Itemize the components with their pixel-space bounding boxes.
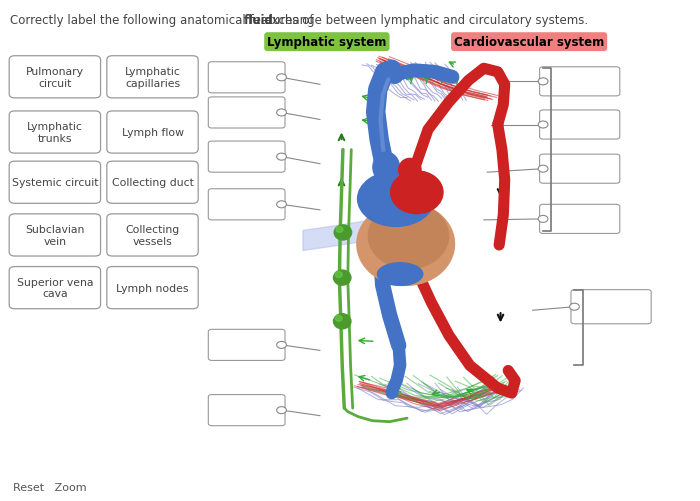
FancyBboxPatch shape [107,112,198,154]
FancyBboxPatch shape [540,155,620,184]
Text: Subclavian
vein: Subclavian vein [25,224,85,246]
Circle shape [276,342,286,349]
FancyBboxPatch shape [107,267,198,309]
FancyBboxPatch shape [9,214,101,257]
Text: Lymphatic
trunks: Lymphatic trunks [27,122,83,144]
FancyBboxPatch shape [209,142,285,173]
Ellipse shape [373,153,400,183]
Text: Superior vena
cava: Superior vena cava [17,277,93,299]
FancyBboxPatch shape [540,205,620,234]
Text: Lymphatic
capillaries: Lymphatic capillaries [125,67,181,89]
Circle shape [538,122,548,129]
Text: Pulmonary
circuit: Pulmonary circuit [26,67,84,89]
FancyBboxPatch shape [209,189,285,220]
FancyBboxPatch shape [9,267,101,309]
FancyBboxPatch shape [209,63,285,94]
Ellipse shape [377,264,423,286]
Ellipse shape [358,172,434,227]
Circle shape [538,166,548,173]
FancyBboxPatch shape [209,98,285,129]
Circle shape [276,110,286,117]
Text: Collecting duct: Collecting duct [111,178,193,188]
Text: Cardiovascular system: Cardiovascular system [454,36,604,49]
Ellipse shape [335,272,342,278]
Text: Correctly label the following anatomical features of: Correctly label the following anatomical… [10,14,317,27]
Text: Reset   Zoom: Reset Zoom [13,482,87,492]
Ellipse shape [333,271,351,286]
Ellipse shape [335,316,342,322]
FancyBboxPatch shape [9,162,101,204]
Text: Lymphatic system: Lymphatic system [267,36,386,49]
Circle shape [570,304,580,311]
FancyBboxPatch shape [540,111,620,140]
Ellipse shape [336,227,343,233]
Text: Lymph nodes: Lymph nodes [116,283,189,293]
FancyBboxPatch shape [107,162,198,204]
Circle shape [538,79,548,86]
FancyBboxPatch shape [107,57,198,99]
Circle shape [276,154,286,161]
Text: fluid: fluid [244,14,274,27]
Text: exchange between lymphatic and circulatory systems.: exchange between lymphatic and circulato… [261,14,588,27]
FancyBboxPatch shape [9,112,101,154]
Circle shape [276,201,286,208]
Text: Collecting
vessels: Collecting vessels [125,224,180,246]
Circle shape [538,216,548,223]
Circle shape [276,407,286,414]
Text: Lymph flow: Lymph flow [122,128,183,138]
Ellipse shape [333,314,351,329]
FancyBboxPatch shape [209,330,285,361]
Ellipse shape [368,204,449,269]
FancyBboxPatch shape [9,57,101,99]
Text: Systemic circuit: Systemic circuit [12,178,98,188]
Circle shape [276,75,286,82]
Ellipse shape [334,225,351,240]
FancyBboxPatch shape [107,214,198,257]
FancyBboxPatch shape [209,395,285,426]
Ellipse shape [399,159,421,181]
FancyBboxPatch shape [540,68,620,97]
Ellipse shape [391,171,443,214]
FancyBboxPatch shape [571,290,651,324]
Ellipse shape [357,203,454,286]
